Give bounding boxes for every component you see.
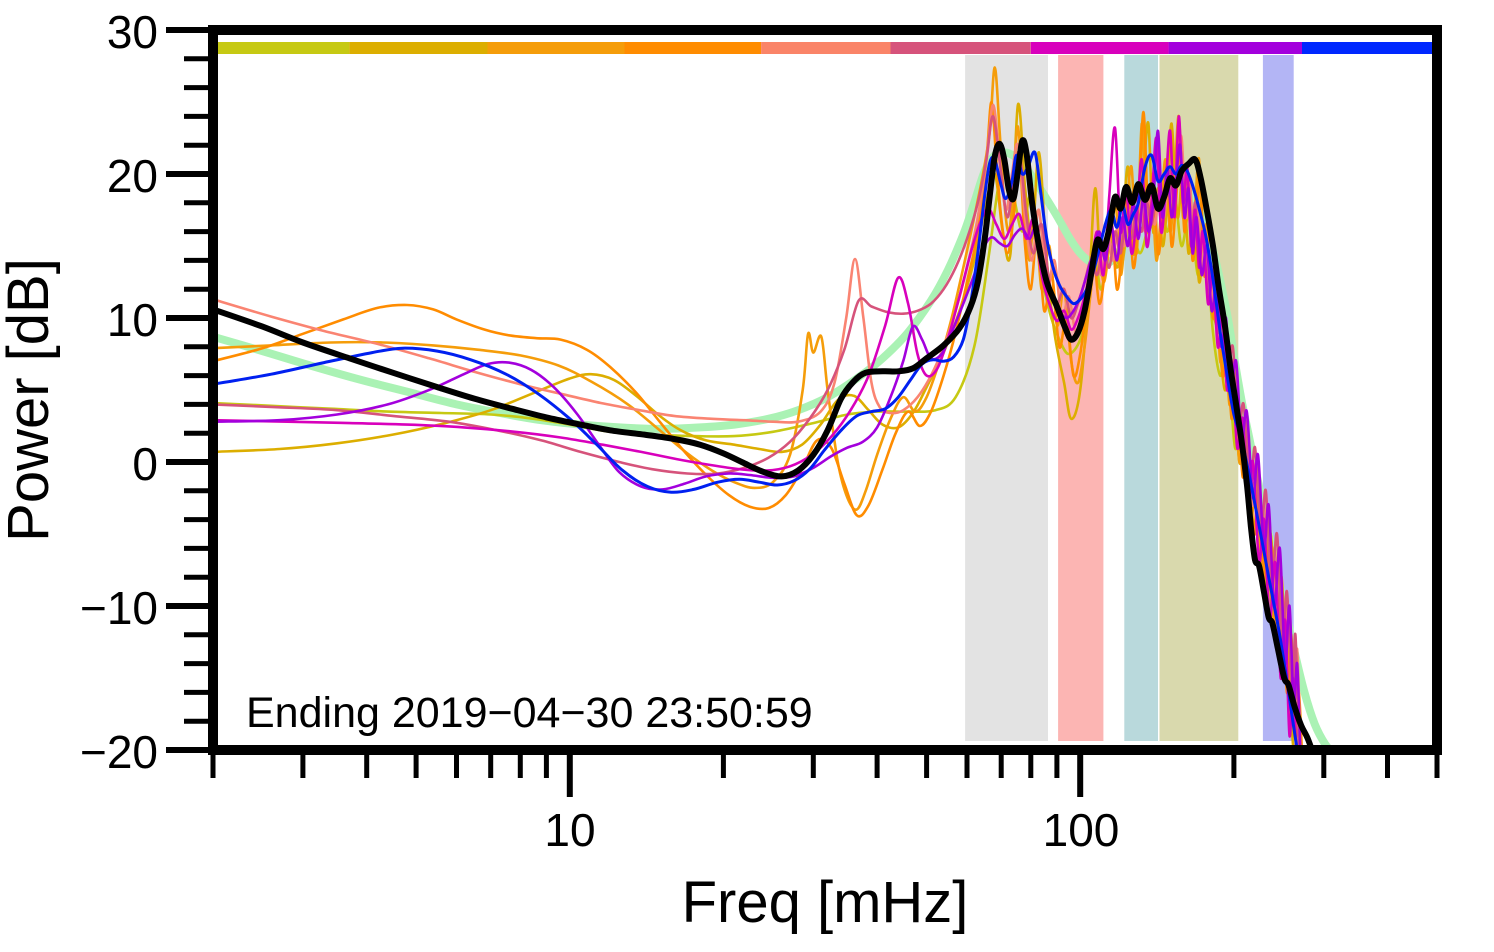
x-tick-label-100: 100: [1043, 804, 1120, 856]
y-tick-label-m20: −20: [80, 726, 158, 778]
plot-frame: [208, 25, 1442, 755]
strip-band-3: [487, 42, 625, 54]
strip-band-5: [761, 42, 891, 54]
y-tick-label-10: 10: [107, 294, 158, 346]
ending-time-annotation: Ending 2019−04−30 23:50:59: [246, 689, 813, 737]
y-tick-label-m10: −10: [80, 582, 158, 634]
series-blue: [213, 150, 1299, 750]
strip-band-6: [890, 42, 1031, 54]
series-mean-black: [213, 137, 1316, 750]
x-tick-label-10: 10: [544, 804, 595, 856]
y-axis-title: Power [dB]: [0, 258, 61, 542]
strip-band-8: [1168, 42, 1302, 54]
frequency-band-strip: [213, 42, 1437, 54]
series-light-green: [213, 148, 1336, 750]
y-tick-label-20: 20: [107, 150, 158, 202]
psd-curves: [213, 66, 1336, 750]
y-tick-label-30: 30: [107, 6, 158, 58]
axes: [166, 25, 1442, 797]
strip-band-7: [1030, 42, 1169, 54]
x-axis-title: Freq [mHz]: [682, 870, 969, 935]
strip-band-4: [624, 42, 762, 54]
pink-band: [1058, 55, 1104, 741]
strip-band-9: [1302, 42, 1437, 54]
strip-band-2: [349, 42, 488, 54]
y-tick-label-0: 0: [132, 438, 158, 490]
strip-band-1: [213, 42, 350, 54]
